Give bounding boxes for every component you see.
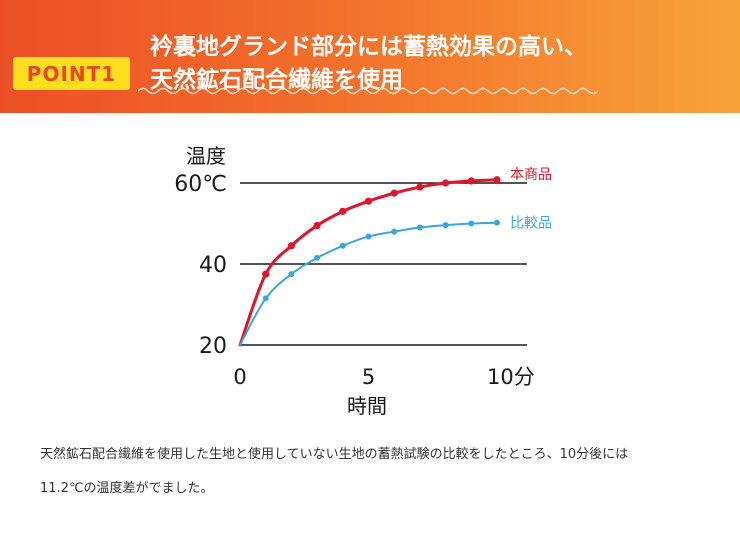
data-point xyxy=(468,220,475,227)
x-axis-title: 時間 xyxy=(347,394,387,418)
series-label-comparison: 比較品 xyxy=(510,216,552,232)
y-tick-label: 40 xyxy=(199,253,227,278)
headline-line-1: 衿裏地グランド部分には蓄熱効果の高い、 xyxy=(150,34,587,60)
data-point xyxy=(364,197,373,205)
headline: 衿裏地グランド部分には蓄熱効果の高い、 天然鉱石配合繊維を使用 xyxy=(150,31,587,97)
data-point xyxy=(339,242,346,249)
data-point xyxy=(262,270,270,278)
data-point xyxy=(493,176,501,184)
data-point xyxy=(390,189,398,197)
data-point xyxy=(313,221,321,230)
caption-line-2: 11.2℃の温度差がでました。 xyxy=(40,481,214,496)
header-banner: POINT1 衿裏地グランド部分には蓄熱効果の高い、 天然鉱石配合繊維を使用 xyxy=(0,0,740,113)
data-point xyxy=(339,207,347,215)
x-tick-label: 0 xyxy=(233,365,246,389)
data-point xyxy=(467,177,475,185)
data-point xyxy=(288,271,295,278)
caption: 天然鉱石配合繊維を使用した生地と使用していない生地の蓄熱試験の比較をしたところ、… xyxy=(40,438,720,506)
data-point xyxy=(314,254,321,261)
wavy-underline xyxy=(138,87,598,95)
data-point xyxy=(416,183,424,191)
y-tick-label: 20 xyxy=(199,334,227,359)
data-point xyxy=(494,219,500,226)
point-badge: POINT1 xyxy=(13,57,130,90)
data-point xyxy=(442,222,449,229)
x-tick-label: 10分 xyxy=(487,365,535,389)
y-tick-label: 60℃ xyxy=(174,172,227,197)
data-point xyxy=(262,295,269,302)
series-line-comparison xyxy=(239,221,498,346)
data-point xyxy=(391,228,398,235)
y-axis-title: 温度 xyxy=(186,144,226,168)
x-tick-label: 5 xyxy=(362,365,375,389)
data-point xyxy=(442,179,450,187)
series-label-product: 本商品 xyxy=(510,167,552,183)
data-point xyxy=(365,233,372,240)
data-point xyxy=(416,224,423,231)
caption-line-1: 天然鉱石配合繊維を使用した生地と使用していない生地の蓄熱試験の比較をしたところ、… xyxy=(40,447,629,462)
data-point xyxy=(287,242,295,250)
